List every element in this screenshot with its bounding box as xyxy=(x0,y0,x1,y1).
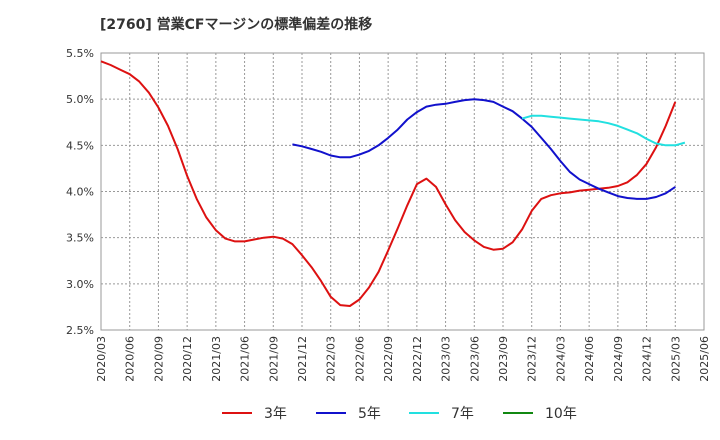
x-tick-label: 2021/03 xyxy=(210,336,223,382)
series-line-1 xyxy=(292,98,676,200)
y-axis: 2.5% 3.0% 3.5% 4.0% 4.5% 5.0% 5.5% xyxy=(66,47,94,337)
legend-label-2: 7年 xyxy=(451,406,474,422)
legend-label-3: 10年 xyxy=(545,406,577,422)
gridlines xyxy=(101,53,704,330)
y-tick-label: 3.0% xyxy=(66,278,94,291)
x-tick-label: 2023/12 xyxy=(526,336,539,382)
x-tick-label: 2020/03 xyxy=(95,336,108,382)
x-tick-label: 2023/03 xyxy=(440,336,453,382)
x-tick-label: 2023/06 xyxy=(468,336,481,382)
x-axis: 2020/03 2020/06 2020/09 2020/12 2021/03 2021/… xyxy=(95,336,711,382)
x-tick-label: 2024/12 xyxy=(641,336,654,382)
series-line-2 xyxy=(521,114,686,147)
x-tick-label: 2024/06 xyxy=(583,336,596,382)
y-tick-label: 3.5% xyxy=(66,232,94,245)
x-tick-label: 2022/03 xyxy=(325,336,338,382)
y-tick-label: 2.5% xyxy=(66,324,94,337)
x-tick-label: 2025/06 xyxy=(698,336,711,382)
x-tick-label: 2025/03 xyxy=(669,336,682,382)
x-tick-label: 2021/09 xyxy=(267,336,280,382)
x-tick-label: 2021/06 xyxy=(239,336,252,382)
legend-label-1: 5年 xyxy=(358,406,381,422)
y-tick-label: 5.0% xyxy=(66,93,94,106)
x-tick-label: 2023/09 xyxy=(497,336,510,382)
x-tick-label: 2020/06 xyxy=(124,336,137,382)
x-tick-label: 2024/03 xyxy=(554,336,567,382)
legend-label-0: 3年 xyxy=(264,406,287,422)
series-lines xyxy=(100,60,686,307)
x-tick-label: 2020/12 xyxy=(181,336,194,382)
x-tick-label: 2022/09 xyxy=(382,336,395,382)
x-tick-label: 2022/12 xyxy=(411,336,424,382)
chart-title: [2760] 営業CFマージンの標準偏差の推移 xyxy=(100,16,372,33)
x-tick-label: 2022/06 xyxy=(353,336,366,382)
series-line-0 xyxy=(100,60,677,307)
legend: 3年 5年 7年 10年 xyxy=(222,406,577,422)
y-tick-label: 5.5% xyxy=(66,47,94,60)
y-tick-label: 4.0% xyxy=(66,186,94,199)
x-tick-label: 2024/09 xyxy=(612,336,625,382)
x-tick-label: 2021/12 xyxy=(296,336,309,382)
y-tick-label: 4.5% xyxy=(66,139,94,152)
x-tick-label: 2020/09 xyxy=(152,336,165,382)
